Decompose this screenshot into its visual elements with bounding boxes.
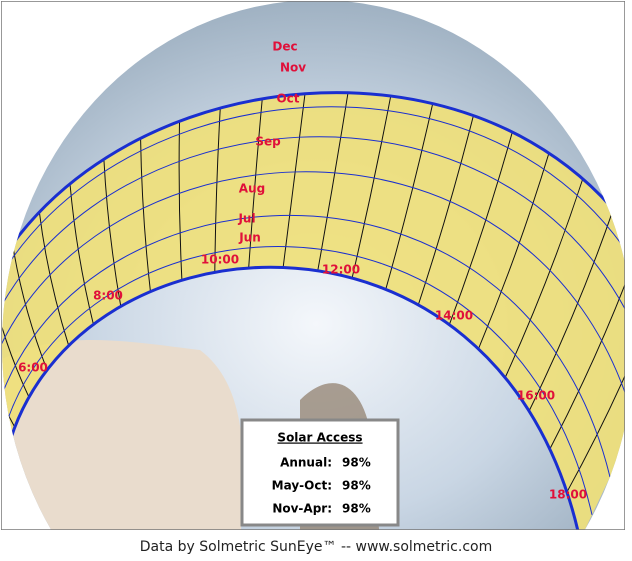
month-label: Oct [276, 92, 299, 106]
month-line [2, 171, 625, 425]
row-value: 98% [342, 479, 371, 493]
hour-label: 8:00 [93, 289, 123, 303]
month-label: Nov [280, 61, 306, 75]
month-label: Jul [237, 212, 255, 226]
band-fill [2, 92, 625, 530]
caption: Data by Solmetric SunEye™ -- www.solmetr… [140, 539, 492, 555]
month-line [2, 136, 625, 386]
month-label: Jun [238, 231, 261, 245]
month-line [2, 214, 611, 478]
hour-label: 10:00 [201, 253, 239, 267]
month-label: Aug [239, 182, 265, 196]
hour-label: 12:00 [322, 263, 360, 277]
hour-line [528, 209, 614, 412]
hour-line [504, 178, 584, 378]
month-label: Sep [255, 135, 281, 149]
hour-line [549, 244, 625, 450]
hour-label: 14:00 [435, 309, 473, 323]
solar-access-box [240, 418, 400, 527]
row-label: Nov-Apr: [272, 502, 332, 516]
image-area [1, 1, 625, 530]
month-label: Dec [272, 40, 297, 54]
row-label: May-Oct: [272, 479, 332, 493]
hour-label: 16:00 [517, 389, 555, 403]
hour-line [566, 284, 625, 493]
row-label: Annual: [280, 456, 332, 470]
month-line [2, 106, 625, 369]
hour-line [2, 279, 30, 398]
month-line [2, 246, 593, 515]
row-value: 98% [342, 502, 371, 516]
box-title: Solar Access [277, 431, 362, 445]
hour-label: 18:00 [549, 488, 587, 502]
hour-line [214, 108, 221, 273]
hour-line [477, 152, 550, 350]
month-line [3, 265, 582, 530]
hour-line [178, 121, 183, 281]
hour-label: 6:00 [18, 361, 48, 375]
hour-line [448, 131, 513, 325]
row-value: 98% [342, 456, 371, 470]
foreground [2, 340, 244, 530]
hour-line [417, 115, 474, 306]
